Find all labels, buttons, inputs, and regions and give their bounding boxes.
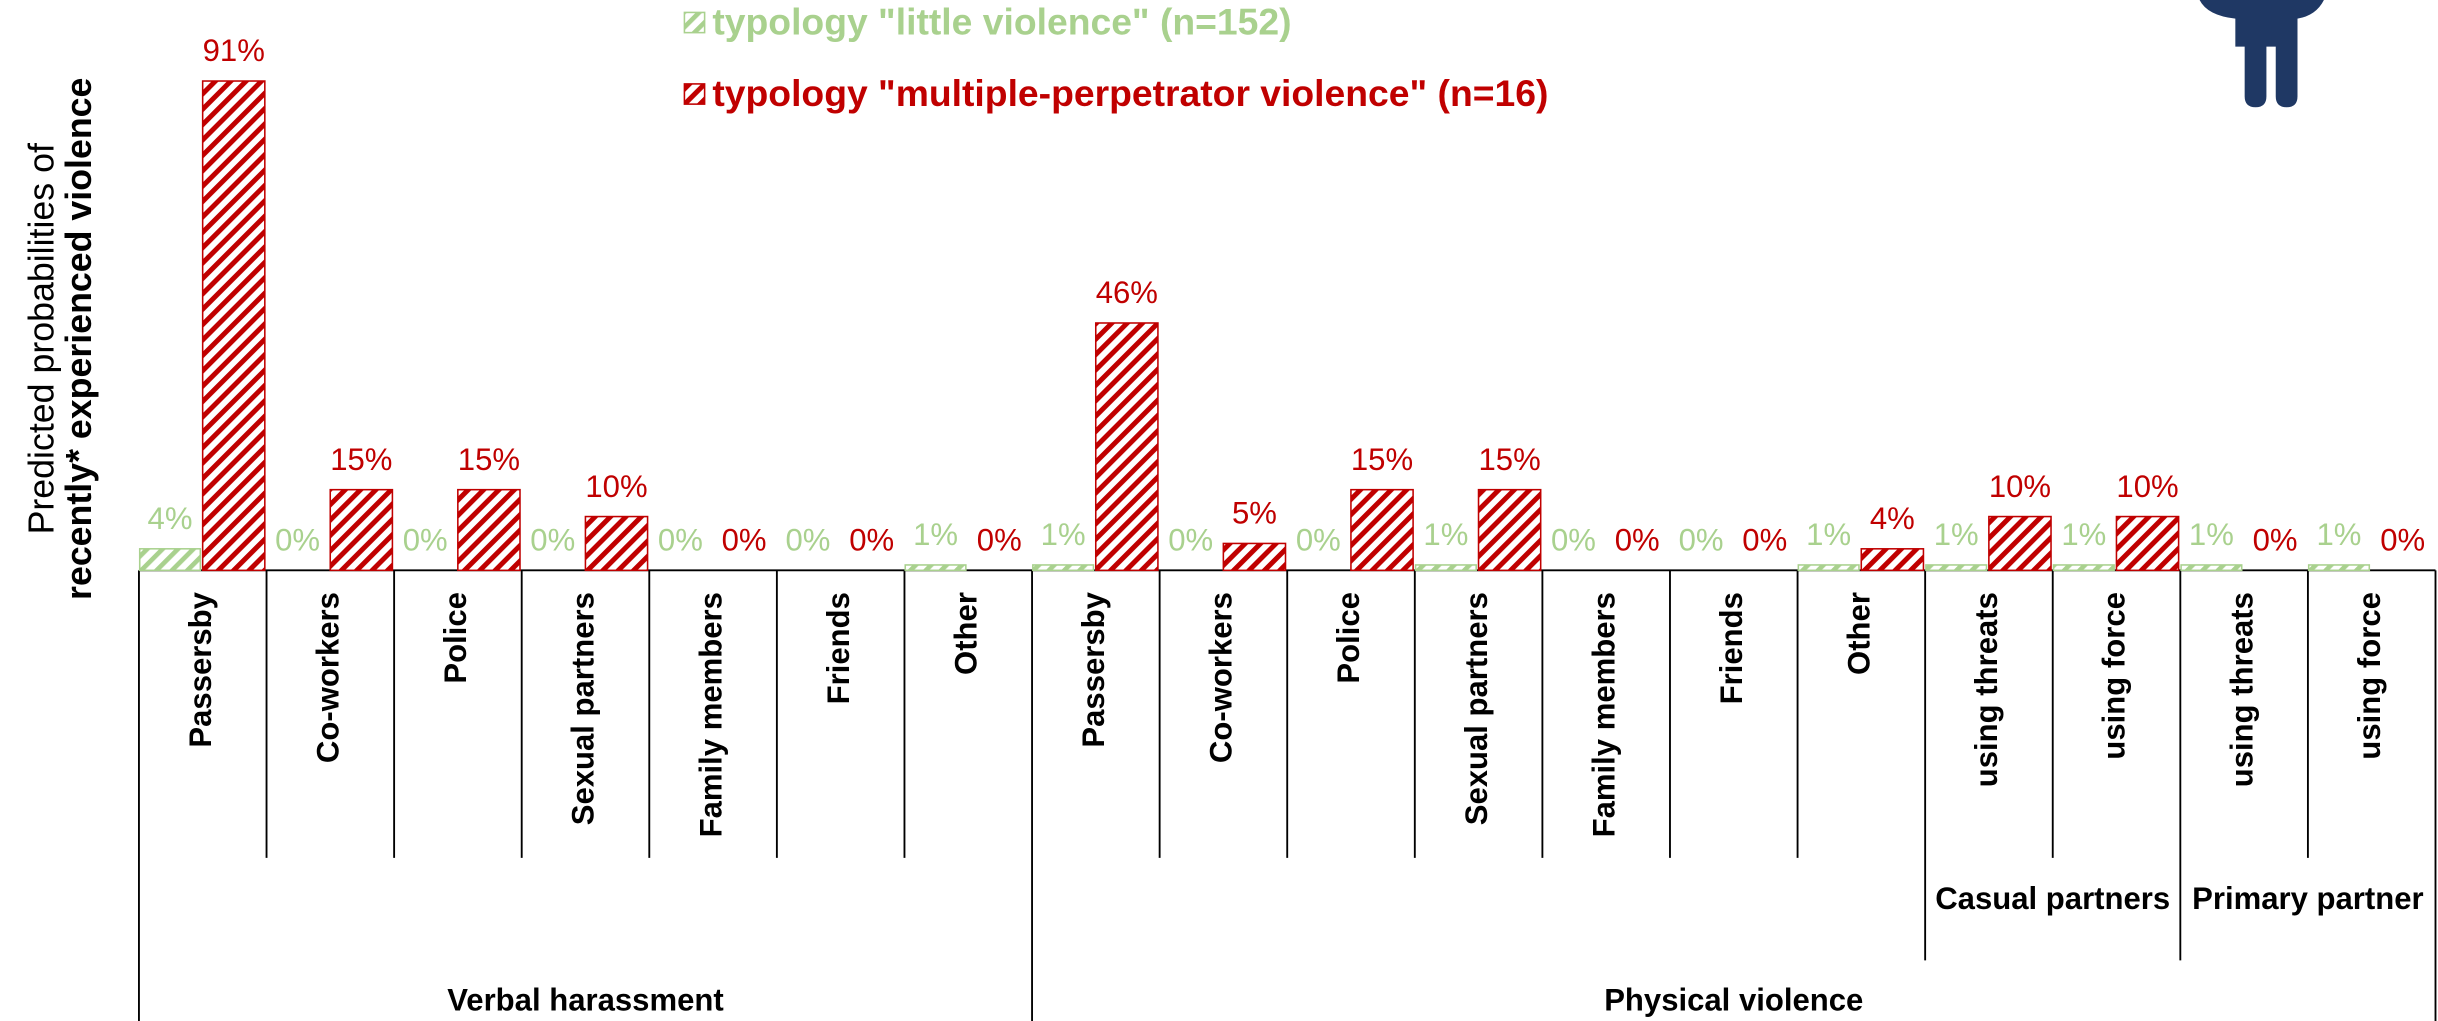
- bar: [138, 548, 202, 572]
- person-icon: [2199, 0, 2324, 108]
- y-axis-title: Predicted probabilities of: [22, 143, 62, 534]
- bar: [1094, 322, 1159, 572]
- value-label: 0%: [977, 523, 1022, 558]
- bar: [2115, 515, 2180, 572]
- bar: [1414, 564, 1477, 572]
- value-label: 0%: [1742, 523, 1787, 558]
- value-label: 1%: [2189, 517, 2234, 552]
- value-label: 5%: [1232, 496, 1277, 531]
- category-label: Friends: [1714, 592, 1749, 704]
- value-label: 0%: [1168, 523, 1213, 558]
- category-label: Police: [438, 592, 473, 684]
- category-label: Family members: [1586, 592, 1621, 837]
- category-label: Sexual partners: [1459, 592, 1494, 825]
- value-label: 0%: [722, 523, 767, 558]
- value-label: 91%: [203, 33, 265, 68]
- group-label: Physical violence: [1604, 983, 1863, 1018]
- bar: [2307, 564, 2371, 572]
- bar: [329, 488, 394, 572]
- value-label: 46%: [1096, 275, 1158, 310]
- value-label: 10%: [2116, 469, 2178, 504]
- category-label: Sexual partners: [566, 592, 601, 825]
- category-label: Co-workers: [1204, 592, 1239, 763]
- bar: [2052, 564, 2115, 572]
- value-label: 1%: [913, 517, 958, 552]
- bar: [1350, 488, 1414, 572]
- value-label: 0%: [1551, 523, 1596, 558]
- bar: [1860, 548, 1925, 572]
- value-label: 4%: [148, 501, 193, 536]
- value-label: 0%: [658, 523, 703, 558]
- value-label: 1%: [1423, 517, 1468, 552]
- value-label: 0%: [2380, 523, 2425, 558]
- value-label: 15%: [330, 442, 392, 477]
- value-label: 1%: [2061, 517, 2106, 552]
- bar: [457, 488, 521, 572]
- subgroup-text: Casual partners: [1935, 882, 2171, 917]
- category-label: Family members: [693, 592, 728, 837]
- subgroup-label: Primary partner: [2192, 882, 2424, 917]
- value-label: 10%: [585, 469, 647, 504]
- category-label: Other: [948, 592, 983, 675]
- bar: [584, 515, 649, 572]
- subgroup-text: Primary partner: [2192, 882, 2424, 917]
- bar: [1477, 488, 1542, 572]
- value-label: 0%: [1679, 523, 1724, 558]
- value-label: 15%: [1479, 442, 1541, 477]
- subgroup-label: Casual partners: [1935, 882, 2171, 917]
- bar: [904, 564, 967, 572]
- category-label: Co-workers: [311, 592, 346, 763]
- value-label: 0%: [849, 523, 894, 558]
- legend-label: typology "little violence" (n=152): [712, 1, 1291, 43]
- bar: [1032, 564, 1095, 572]
- category-label: using force: [2352, 592, 2387, 760]
- category-label: using force: [2097, 592, 2132, 760]
- value-label: 1%: [2317, 517, 2362, 552]
- bar: [1988, 515, 2052, 572]
- bar: [1222, 542, 1287, 572]
- group-label: Verbal harassment: [447, 983, 723, 1018]
- value-label: 0%: [2253, 523, 2298, 558]
- bar: [1925, 564, 1988, 572]
- value-label: 0%: [1615, 523, 1660, 558]
- category-label: Passersby: [183, 591, 218, 747]
- legend-label: typology "multiple-perpetrator violence"…: [712, 72, 1548, 114]
- value-label: 0%: [403, 523, 448, 558]
- value-label: 0%: [785, 523, 830, 558]
- bar: [1797, 564, 1860, 572]
- value-label: 1%: [1041, 517, 1086, 552]
- value-label: 0%: [275, 523, 320, 558]
- value-label: 10%: [1989, 469, 2051, 504]
- bar: [201, 80, 266, 572]
- value-label: 4%: [1870, 501, 1915, 536]
- category-label: Friends: [821, 592, 856, 704]
- category-label: Passersby: [1076, 591, 1111, 747]
- y-axis-title: recently* experienced violence: [59, 78, 99, 600]
- bar: [2180, 564, 2243, 572]
- value-label: 1%: [1806, 517, 1851, 552]
- value-label: 15%: [458, 442, 520, 477]
- value-label: 0%: [530, 523, 575, 558]
- legend-swatch: [683, 11, 706, 34]
- category-label: Police: [1331, 592, 1366, 684]
- value-label: 15%: [1351, 442, 1413, 477]
- category-label: Other: [1842, 592, 1877, 675]
- category-label: using threats: [1969, 592, 2004, 787]
- category-label: using threats: [2224, 592, 2259, 787]
- value-label: 1%: [1934, 517, 1979, 552]
- legend-swatch: [683, 83, 706, 105]
- value-label: 0%: [1296, 523, 1341, 558]
